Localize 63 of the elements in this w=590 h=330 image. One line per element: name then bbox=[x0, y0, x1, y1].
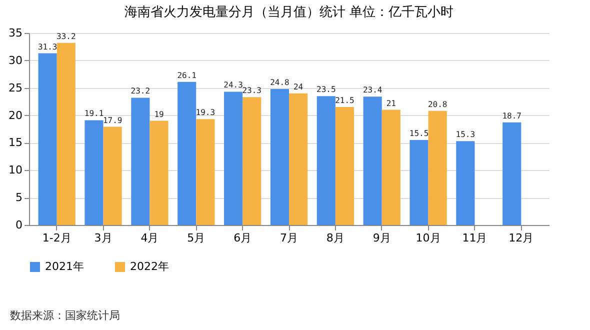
data-label: 19.3 bbox=[196, 108, 216, 118]
bar bbox=[382, 110, 400, 225]
x-tick-label: 10月 bbox=[416, 232, 441, 244]
x-tick-label: 12月 bbox=[508, 232, 534, 244]
bar bbox=[196, 119, 215, 225]
x-tick-label: 11月 bbox=[462, 232, 488, 244]
bar bbox=[150, 120, 168, 225]
y-tick-label: 15 bbox=[8, 136, 22, 150]
data-label: 15.5 bbox=[409, 128, 429, 138]
data-label: 31.3 bbox=[38, 42, 58, 52]
y-tick-label: 5 bbox=[16, 191, 22, 204]
y-tick-label: 10 bbox=[8, 164, 22, 177]
bar bbox=[103, 126, 122, 225]
bar bbox=[270, 88, 289, 225]
y-tick-label: 0 bbox=[16, 218, 22, 232]
bar bbox=[316, 96, 336, 225]
data-label: 20.8 bbox=[428, 100, 448, 109]
data-label: 23.3 bbox=[242, 86, 262, 96]
bar bbox=[410, 140, 428, 225]
x-tick-label: 3月 bbox=[94, 232, 112, 244]
x-tick-label: 1-2月 bbox=[42, 232, 72, 244]
data-label: 23.4 bbox=[362, 86, 382, 95]
bar bbox=[38, 53, 57, 225]
x-tick-label: 7月 bbox=[280, 232, 298, 244]
bar bbox=[289, 93, 308, 225]
y-tick-label: 30 bbox=[8, 54, 22, 67]
data-label: 24 bbox=[293, 82, 304, 92]
bar bbox=[456, 141, 475, 225]
bar bbox=[84, 120, 104, 225]
legend-label: 2021年 bbox=[45, 260, 84, 273]
data-label: 15.3 bbox=[456, 130, 476, 140]
legend-label: 2022年 bbox=[130, 260, 169, 273]
data-label: 23.2 bbox=[130, 86, 150, 96]
data-label: 23.5 bbox=[316, 85, 336, 94]
x-tick-label: 4月 bbox=[140, 232, 159, 244]
bar bbox=[56, 42, 76, 225]
x-tick-label: 5月 bbox=[187, 232, 206, 244]
data-label: 19 bbox=[154, 110, 164, 119]
bar bbox=[335, 107, 354, 225]
bar bbox=[178, 82, 196, 225]
data-label: 33.2 bbox=[56, 32, 76, 41]
x-tick-label: 6月 bbox=[234, 232, 252, 244]
bar bbox=[363, 96, 382, 225]
x-tick-label: 8月 bbox=[326, 232, 344, 244]
bar bbox=[428, 110, 447, 225]
data-label: 17.9 bbox=[102, 116, 122, 125]
data-label: 26.1 bbox=[177, 70, 197, 80]
y-tick-label: 25 bbox=[8, 81, 22, 94]
source-note: 数据来源：国家统计局 bbox=[10, 308, 120, 323]
data-label: 24.3 bbox=[224, 80, 244, 90]
y-tick-label: 20 bbox=[8, 108, 22, 122]
data-label: 21 bbox=[386, 98, 396, 108]
bar bbox=[131, 98, 150, 225]
chart-title: 海南省火力发电量分月（当月值）统计 单位：亿千瓦小时 bbox=[124, 5, 454, 20]
data-label: 19.1 bbox=[84, 109, 104, 118]
y-tick-label: 35 bbox=[8, 26, 22, 40]
bar bbox=[502, 122, 522, 225]
x-tick-label: 9月 bbox=[372, 232, 391, 244]
data-label: 24.8 bbox=[270, 78, 290, 87]
data-label: 21.5 bbox=[335, 96, 355, 106]
bar bbox=[242, 97, 262, 225]
bar bbox=[224, 92, 243, 225]
data-label: 18.7 bbox=[502, 111, 522, 120]
